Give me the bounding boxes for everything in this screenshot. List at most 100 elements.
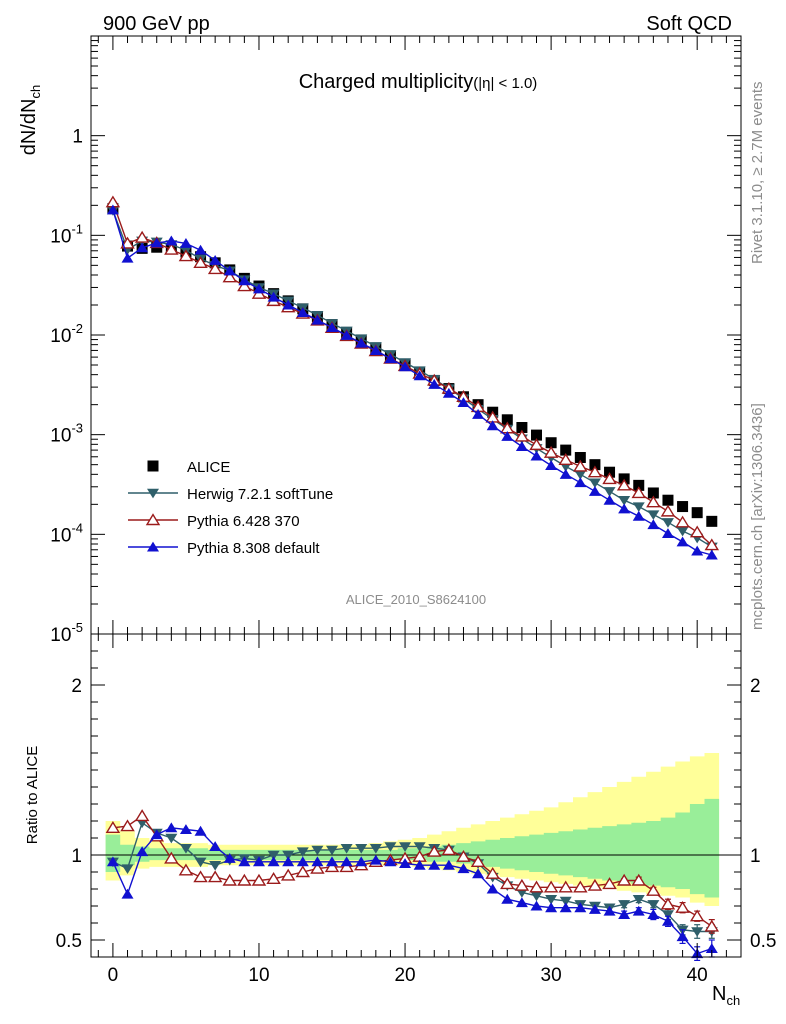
data-point	[602, 472, 617, 485]
ratio-point	[661, 915, 674, 926]
data-point	[616, 478, 632, 491]
main-plot-area	[105, 195, 720, 560]
ratio-point	[136, 846, 149, 857]
data-point	[559, 468, 572, 479]
ratio-point	[209, 841, 222, 851]
ratio-point	[280, 868, 296, 881]
main-title-text: Charged multiplicity	[299, 71, 474, 93]
data-point	[660, 504, 676, 517]
ratio-point	[121, 888, 134, 899]
ratio-point	[178, 863, 194, 876]
x-tick-label: 40	[687, 965, 708, 986]
ratio-y-axis-label: Ratio to ALICE	[24, 746, 41, 844]
ratio-point	[442, 859, 455, 870]
rivet-label: Rivet 3.1.10, ≥ 2.7M events	[749, 82, 766, 265]
x-tick-label: 30	[541, 965, 562, 986]
ratio-point	[457, 863, 470, 874]
data-point	[677, 501, 689, 513]
ratio-point	[486, 883, 499, 894]
ratio-point	[618, 900, 631, 910]
ratio-point	[207, 870, 223, 883]
main-y-ticks: 10-5 10-4 10-3 10-2 10-1 1	[50, 36, 741, 646]
uncertainty-band-green	[105, 798, 720, 898]
ratio-point	[179, 824, 192, 834]
ratio-point	[559, 902, 572, 913]
main-y-axis-label: dN/dNch	[18, 85, 43, 155]
legend-item: Pythia 6.428 370	[128, 513, 300, 530]
data-point	[588, 478, 601, 489]
data-point	[237, 279, 252, 292]
data-point	[704, 538, 720, 551]
data-point	[282, 299, 295, 310]
ratio-point	[515, 897, 528, 908]
data-point	[120, 236, 135, 249]
ratio-point	[413, 859, 426, 870]
ratio-point	[514, 878, 530, 891]
data-point	[647, 519, 660, 530]
ratio-point	[296, 847, 309, 857]
data-point	[516, 422, 528, 434]
ratio-point	[193, 870, 208, 883]
data-point	[311, 314, 324, 325]
ratio-point	[689, 909, 705, 922]
ratio-point	[603, 905, 616, 916]
ratio-point	[602, 877, 617, 890]
ratio-point	[296, 856, 309, 867]
ratio-point	[282, 850, 295, 861]
y-tick-label: 10-4	[50, 520, 83, 546]
ratio-point	[646, 883, 661, 896]
data-point	[558, 453, 573, 465]
data-point	[574, 477, 587, 488]
ratio-point	[369, 854, 382, 865]
data-point	[705, 549, 718, 560]
ratio-point	[661, 910, 674, 920]
ratio-y-tick-label: 2	[71, 676, 82, 697]
ratio-y-tick-label-right: 2	[750, 676, 761, 697]
ratio-point	[428, 859, 441, 870]
ratio-point	[326, 845, 339, 856]
ratio-point	[530, 891, 543, 902]
mcplots-label: mcplots.cern.ch [arXiv:1306.3436]	[749, 403, 766, 630]
ratio-point	[675, 900, 690, 913]
main-panel: 10-5 10-4 10-3 10-2 10-1 1 Charged multiplici…	[18, 35, 742, 646]
ratio-point	[574, 902, 587, 913]
ratio-point	[500, 877, 515, 890]
ratio-point	[324, 860, 340, 873]
data-point	[529, 438, 544, 451]
ratio-point	[252, 856, 265, 867]
ratio-series-pythia-8-308-default	[106, 822, 718, 962]
data-point	[545, 460, 558, 471]
x-axis-label-sub: ch	[726, 993, 740, 1008]
ratio-ticks: 0.5 0.51 12 20 10 20 30 40	[56, 633, 776, 986]
x-tick-label: 20	[394, 965, 415, 986]
data-point	[632, 502, 645, 512]
ratio-point	[485, 866, 500, 879]
series-pythia-6-428-370	[105, 195, 720, 551]
data-point	[574, 470, 587, 480]
ratio-point	[267, 850, 280, 861]
ratio-point	[456, 849, 471, 862]
data-point	[442, 387, 455, 398]
data-point	[632, 510, 645, 521]
data-point	[399, 361, 412, 372]
data-point	[675, 515, 690, 528]
data-point	[326, 322, 339, 332]
legend-marker	[147, 488, 159, 499]
data-point	[543, 445, 559, 458]
data-point	[355, 337, 368, 348]
y-tick-label: 10-2	[50, 321, 83, 347]
data-point	[631, 486, 646, 499]
data-point	[150, 237, 163, 248]
ratio-point	[676, 931, 689, 942]
ratio-point	[165, 833, 178, 844]
data-point	[646, 495, 661, 508]
ratio-point	[704, 919, 720, 932]
ratio-point	[105, 821, 121, 833]
ratio-point	[384, 842, 397, 852]
ratio-point	[399, 842, 412, 852]
data-point	[618, 503, 631, 514]
ratio-plot-area	[91, 753, 741, 962]
y-tick-label: 10-5	[50, 620, 83, 646]
ratio-point	[209, 861, 222, 871]
data-point	[588, 485, 601, 496]
